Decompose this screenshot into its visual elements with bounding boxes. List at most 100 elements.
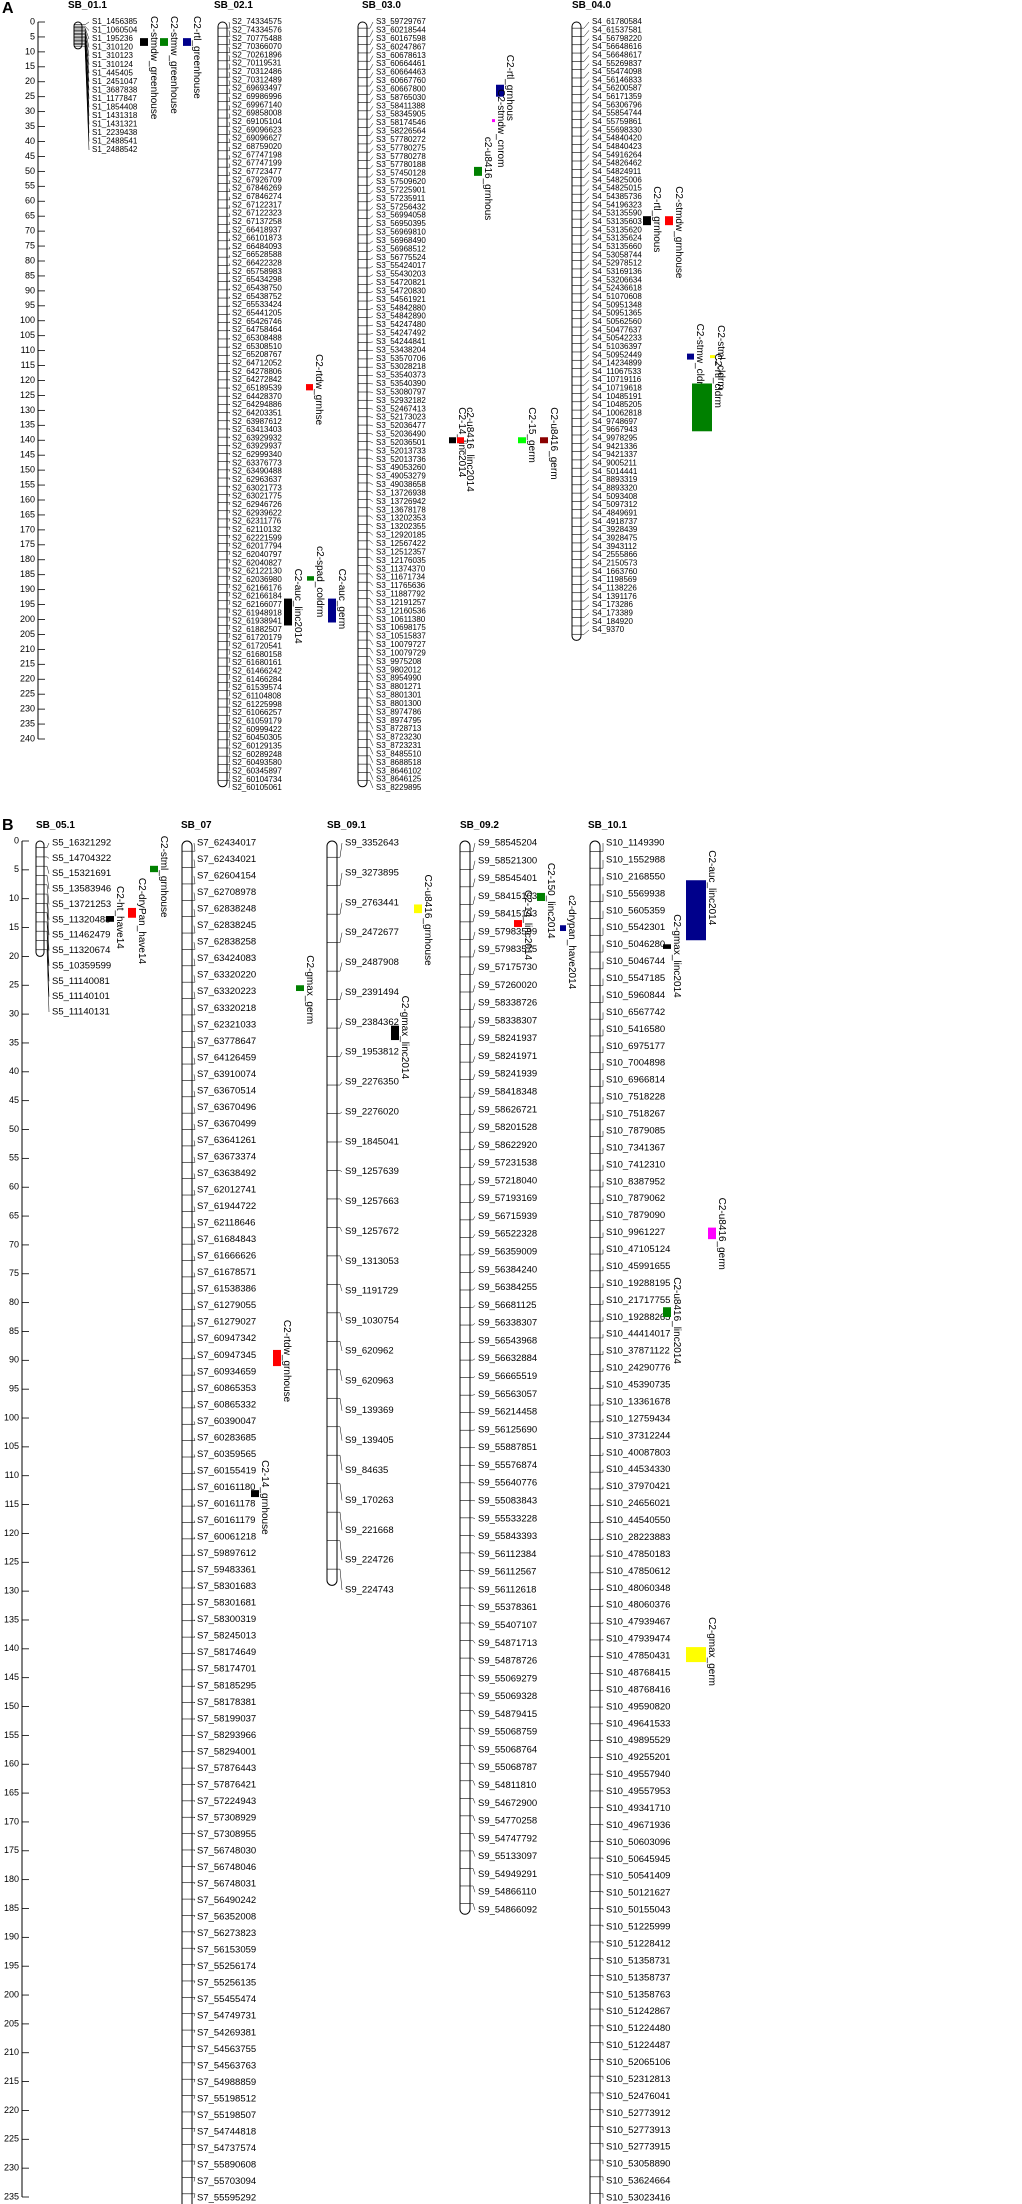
marker-label: S3_12191257 bbox=[376, 598, 426, 607]
marker-label: S4_1138226 bbox=[592, 583, 637, 592]
marker-connector bbox=[192, 1816, 196, 1819]
marker-label: S2_62166176 bbox=[232, 583, 282, 592]
marker-connector bbox=[192, 1289, 196, 1294]
marker-label: S2_65533424 bbox=[232, 300, 282, 309]
marker-connector bbox=[581, 413, 590, 419]
marker-connector bbox=[581, 180, 590, 187]
marker-connector bbox=[581, 371, 590, 378]
marker-label: S4_9667943 bbox=[592, 425, 638, 434]
axis-tick-label: 45 bbox=[25, 151, 35, 161]
marker-label: S9_56681125 bbox=[478, 1300, 536, 1311]
marker-connector bbox=[600, 1334, 604, 1339]
marker-label: S9_58241939 bbox=[478, 1069, 537, 1080]
axis-tick-label: 225 bbox=[20, 689, 35, 699]
marker-connector bbox=[367, 299, 374, 302]
marker-connector bbox=[227, 665, 231, 672]
marker-connector bbox=[192, 1090, 196, 1098]
marker-connector bbox=[192, 1898, 196, 1901]
marker-label: S2_61466284 bbox=[232, 675, 282, 684]
marker-label: S3_57450128 bbox=[376, 169, 426, 178]
marker-connector bbox=[581, 579, 590, 585]
marker-label: S9_56112384 bbox=[478, 1549, 536, 1560]
marker-connector bbox=[470, 878, 476, 888]
marker-label: S9_54878726 bbox=[478, 1656, 537, 1667]
marker-connector bbox=[600, 1908, 604, 1911]
marker-connector bbox=[44, 930, 50, 982]
marker-connector bbox=[367, 156, 374, 161]
marker-connector bbox=[367, 747, 374, 755]
axis-tick-label: 145 bbox=[20, 450, 35, 460]
axis-tick-label: 0 bbox=[14, 835, 19, 845]
marker-label: S9_56384240 bbox=[478, 1264, 537, 1275]
marker-connector bbox=[581, 421, 590, 427]
marker-label: S7_55890608 bbox=[197, 2159, 256, 2170]
marker-label: S3_8974795 bbox=[376, 716, 422, 725]
marker-label: S9_1191729 bbox=[345, 1286, 398, 1297]
marker-connector bbox=[581, 121, 590, 129]
marker-label: S2_64278806 bbox=[232, 367, 282, 376]
group-title: SB_03.0 bbox=[362, 0, 401, 11]
marker-connector bbox=[600, 2059, 604, 2063]
qtl-label: C2-stmw_greenhouse bbox=[168, 16, 179, 114]
marker-connector bbox=[367, 656, 374, 662]
marker-connector bbox=[600, 1941, 604, 1944]
marker-connector bbox=[227, 420, 231, 422]
marker-label: S2_69105104 bbox=[232, 117, 282, 126]
marker-connector bbox=[367, 615, 374, 620]
axis-tick-label: 55 bbox=[25, 181, 35, 191]
qtl-label: C2-u8416_linc2014 bbox=[671, 1277, 682, 1364]
marker-connector bbox=[227, 674, 231, 680]
marker-connector bbox=[581, 463, 590, 469]
marker-label: S3_56968490 bbox=[376, 236, 426, 245]
marker-connector bbox=[192, 1980, 196, 1984]
marker-connector bbox=[367, 232, 374, 236]
marker-connector bbox=[192, 1569, 196, 1572]
marker-label: S2_70119531 bbox=[232, 59, 282, 68]
marker-connector bbox=[470, 949, 476, 958]
axis-tick-label: 115 bbox=[5, 1499, 19, 1509]
marker-connector bbox=[192, 1553, 196, 1556]
marker-connector bbox=[581, 55, 590, 62]
marker-label: S10_24656021 bbox=[606, 1498, 670, 1509]
marker-connector bbox=[367, 598, 374, 603]
axis-tick-label: 195 bbox=[20, 599, 35, 609]
marker-label: S3_8801271 bbox=[376, 682, 422, 691]
chromosome bbox=[357, 21, 368, 788]
axis-tick-label: 80 bbox=[9, 1297, 19, 1307]
marker-connector bbox=[227, 271, 231, 274]
marker-connector bbox=[470, 1038, 476, 1045]
axis-tick-label: 210 bbox=[20, 644, 35, 654]
marker-label: S10_47850612 bbox=[606, 1566, 670, 1577]
marker-connector bbox=[227, 772, 231, 780]
marker-connector bbox=[227, 575, 231, 580]
marker-label: S2_61720179 bbox=[232, 633, 282, 642]
marker-label: S10_49341710 bbox=[606, 1803, 670, 1814]
marker-label: S7_56748031 bbox=[197, 1879, 256, 1890]
marker-label: S4_54385736 bbox=[592, 192, 642, 201]
marker-label: S10_48060376 bbox=[606, 1600, 670, 1611]
marker-connector bbox=[367, 490, 374, 494]
marker-connector bbox=[470, 1815, 476, 1822]
marker-connector bbox=[367, 80, 374, 87]
marker-connector bbox=[192, 975, 196, 983]
marker-connector bbox=[600, 2109, 604, 2114]
marker-label: S3_11887792 bbox=[376, 590, 426, 599]
marker-label: S7_58174701 bbox=[197, 1664, 256, 1675]
marker-label: S9_84635 bbox=[345, 1465, 388, 1476]
marker-connector bbox=[470, 1535, 476, 1537]
marker-connector bbox=[581, 205, 590, 212]
marker-label: S3_57509620 bbox=[376, 177, 426, 186]
marker-label: S2_65308510 bbox=[232, 342, 282, 351]
marker-label: S2_66528588 bbox=[232, 250, 282, 259]
axis-tick-label: 25 bbox=[25, 91, 35, 101]
marker-label: S2_68759020 bbox=[232, 142, 282, 151]
marker-label: S4_50562560 bbox=[592, 317, 642, 326]
marker-connector bbox=[192, 1947, 196, 1951]
marker-connector bbox=[600, 1198, 604, 1204]
marker-label: S2_61225998 bbox=[232, 700, 282, 709]
marker-label: S2_70312486 bbox=[232, 67, 282, 76]
marker-connector bbox=[600, 1283, 604, 1288]
marker-label: S7_54737574 bbox=[197, 2143, 256, 2154]
qtl-label: C2-u8416_germ bbox=[716, 1198, 727, 1270]
marker-label: S7_63910074 bbox=[197, 1069, 256, 1080]
